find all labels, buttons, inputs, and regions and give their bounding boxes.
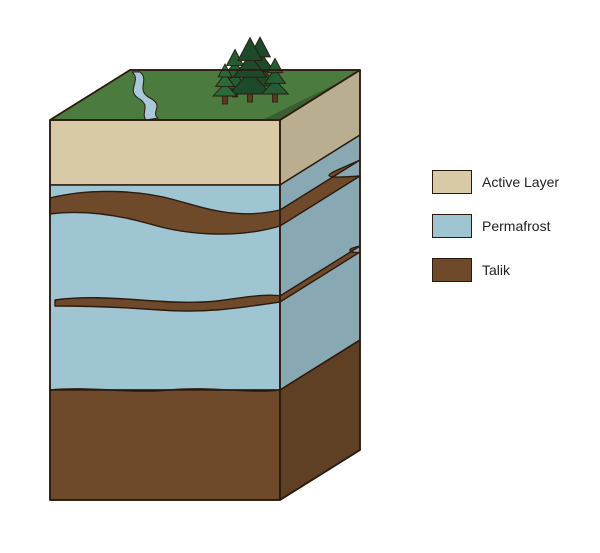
legend-label: Talik [482, 262, 510, 278]
tree-trunk [273, 94, 278, 102]
legend: Active Layer Permafrost Talik [432, 170, 582, 302]
legend-swatch [432, 170, 472, 194]
legend-label: Active Layer [482, 174, 559, 190]
legend-item-active-layer: Active Layer [432, 170, 582, 194]
legend-item-talik: Talik [432, 258, 582, 282]
front-layer-talik [50, 390, 280, 500]
front-layer-active_layer [50, 120, 280, 185]
legend-label: Permafrost [482, 218, 550, 234]
legend-swatch [432, 258, 472, 282]
legend-swatch [432, 214, 472, 238]
tree-trunk [248, 94, 253, 102]
legend-item-permafrost: Permafrost [432, 214, 582, 238]
tree-trunk [223, 96, 228, 104]
